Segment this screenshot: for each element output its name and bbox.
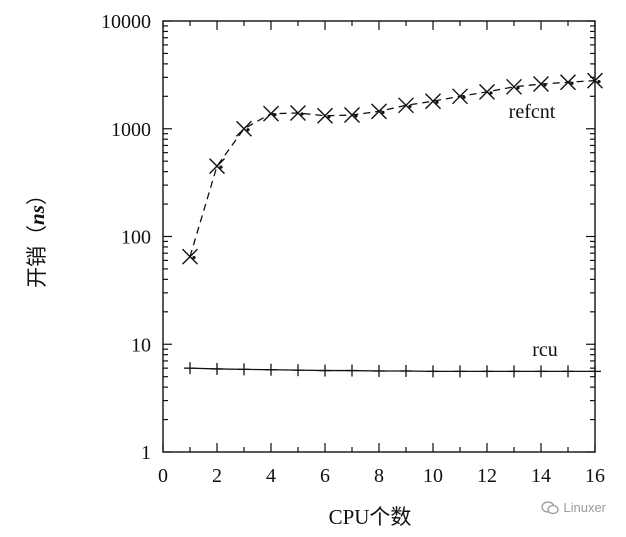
data-point-rcu [508, 365, 520, 378]
data-point-refcnt [560, 74, 576, 91]
data-point-refcnt [344, 107, 360, 124]
data-point-refcnt [506, 78, 522, 95]
data-point-rcu [562, 365, 574, 378]
data-point-refcnt [587, 72, 603, 89]
y-tick-label: 10000 [101, 11, 151, 33]
data-point-rcu [535, 365, 547, 378]
data-point-rcu [265, 363, 277, 376]
series-line-rcu [189, 367, 595, 373]
data-point-refcnt [290, 105, 306, 121]
x-tick-label: 14 [531, 465, 551, 487]
data-point-refcnt [209, 158, 225, 175]
data-point-rcu [454, 365, 466, 378]
series-line-refcnt [189, 79, 596, 257]
y-axis-label-suffix: ） [25, 184, 49, 205]
data-point-rcu [211, 362, 223, 375]
axis-ticks [162, 20, 596, 453]
data-point-rcu [427, 365, 439, 378]
watermark: Linuxer [541, 500, 606, 515]
y-axis-label: 开销（ns） [25, 184, 49, 288]
data-point-refcnt [317, 107, 333, 124]
data-point-refcnt [236, 120, 252, 137]
y-tick-label: 100 [121, 227, 151, 249]
x-tick-label: 16 [585, 465, 605, 487]
y-tick-labels: 1 10 100 1000 10000 [101, 11, 151, 464]
data-point-rcu [319, 364, 331, 377]
x-tick-labels: 0 2 4 6 8 10 12 14 16 [158, 465, 605, 487]
x-tick-label: 6 [320, 465, 330, 487]
wechat-logo-icon [541, 500, 560, 514]
data-point-rcu [481, 365, 493, 378]
y-tick-label: 1 [141, 442, 151, 464]
data-point-rcu [184, 362, 196, 375]
watermark-text: Linuxer [563, 500, 606, 515]
y-axis-label-unit: ns [25, 205, 49, 225]
x-tick-label: 0 [158, 465, 168, 487]
data-point-refcnt [533, 76, 549, 93]
data-point-refcnt [182, 248, 198, 265]
series-label-refcnt: refcnt [509, 101, 556, 123]
y-tick-label: 1000 [111, 119, 151, 141]
x-axis-label: CPU个数 [329, 505, 412, 529]
data-point-rcu [400, 364, 412, 377]
data-point-refcnt [425, 93, 441, 110]
data-point-refcnt [398, 97, 414, 114]
series-labels: refcnt rcu [509, 101, 558, 361]
x-tick-label: 4 [266, 465, 276, 487]
data-point-rcu [346, 364, 358, 377]
data-point-rcu [589, 365, 601, 378]
data-point-refcnt [479, 83, 495, 100]
x-tick-label: 2 [212, 465, 222, 487]
y-tick-label: 10 [131, 334, 151, 356]
data-point-refcnt [263, 105, 279, 122]
data-point-rcu [373, 364, 385, 377]
series-label-rcu: rcu [532, 339, 558, 361]
x-tick-label: 8 [374, 465, 384, 487]
x-tick-label: 12 [477, 465, 497, 487]
data-point-refcnt [371, 103, 387, 120]
series-layer [182, 72, 603, 378]
y-axis-label-prefix: 开销（ [25, 225, 49, 288]
data-point-rcu [238, 363, 250, 376]
data-point-rcu [292, 364, 304, 377]
x-tick-label: 10 [423, 465, 443, 487]
data-point-refcnt [452, 88, 468, 105]
